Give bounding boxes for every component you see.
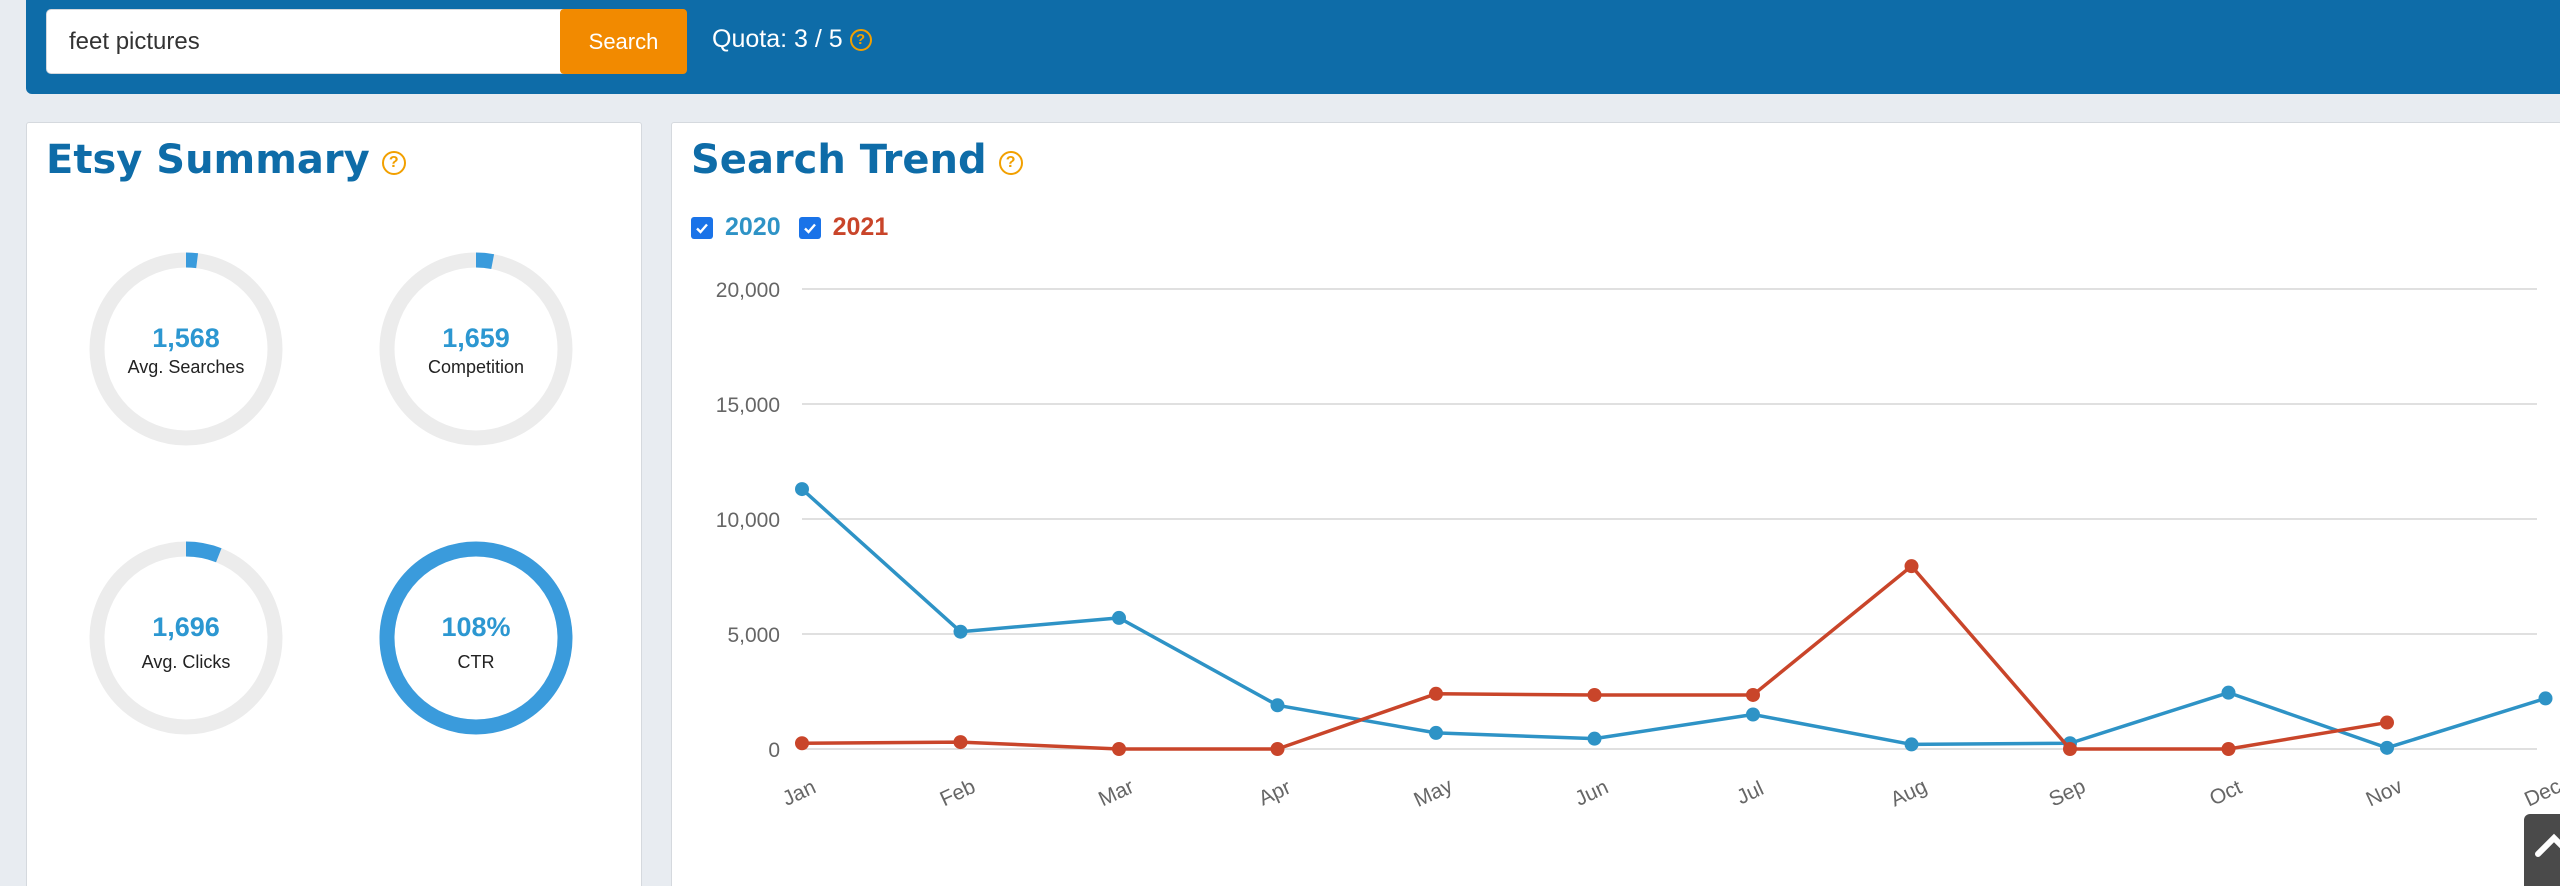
- avg-searches-label: Avg. Searches: [127, 357, 245, 377]
- y-tick-label: 15,000: [716, 394, 780, 417]
- check-icon: [696, 223, 708, 234]
- search-trend-title-text: Search Trend: [691, 137, 987, 183]
- search-trend-chart: 0 5,000 10,000 15,000 20,000 Jan Feb Mar Apr May J…: [716, 279, 2560, 812]
- series-2021-point[interactable]: [1746, 687, 1760, 702]
- scroll-to-top-button[interactable]: [2524, 814, 2560, 886]
- etsy-summary-panel: Etsy Summary ? 1,568 Avg. Searches 1,659…: [26, 122, 642, 886]
- top-search-bar: Search Quota: 3 / 5 ?: [26, 0, 2560, 94]
- series-2021-point[interactable]: [2380, 715, 2394, 730]
- x-tick-label: Oct: [2206, 776, 2245, 811]
- search-trend-panel: 0 5,000 10,000 15,000 20,000 Jan Feb Mar Apr May J…: [671, 122, 2560, 886]
- search-trend-help-icon[interactable]: ?: [998, 151, 1023, 175]
- series-2021-point[interactable]: [795, 736, 809, 751]
- arrow-up-icon: [2535, 833, 2560, 857]
- series-2021-point[interactable]: [1270, 742, 1285, 756]
- x-tick-label: Aug: [1887, 775, 1931, 812]
- quota-indicator: Quota: 3 / 5 ?: [712, 25, 872, 54]
- ctr-label: CTR: [457, 652, 495, 672]
- avg-searches-ring: [89, 252, 283, 446]
- series-2021-point[interactable]: [1112, 742, 1126, 756]
- gauge-fill: [379, 541, 573, 735]
- chart-legend: 2020 2021: [691, 213, 896, 242]
- search-trend-title: Search Trend ?: [691, 137, 1023, 183]
- avg-clicks-label: Avg. Clicks: [141, 652, 231, 672]
- etsy-summary-title-text: Etsy Summary: [46, 137, 370, 183]
- etsy-summary-help-icon[interactable]: ?: [381, 151, 406, 175]
- competition-value: 1,659: [442, 323, 510, 353]
- x-tick-label: Mar: [1095, 775, 1138, 811]
- series-2020-line: [800, 487, 2547, 750]
- series-2020-point[interactable]: [1270, 698, 1285, 713]
- series-2020-point[interactable]: [795, 482, 809, 497]
- avg-clicks-value: 1,696: [152, 612, 220, 642]
- legend-item-2020[interactable]: 2020: [691, 213, 781, 242]
- series-2020-point[interactable]: [1112, 610, 1126, 625]
- x-tick-label: Apr: [1255, 776, 1294, 811]
- y-tick-label: 10,000: [716, 509, 780, 532]
- avg-clicks-ring: [89, 541, 283, 735]
- x-tick-label: Jul: [1733, 777, 1767, 809]
- series-2020-point[interactable]: [2221, 685, 2236, 700]
- gauge-fill: [379, 252, 573, 446]
- quota-help-icon[interactable]: ?: [849, 28, 872, 51]
- series-2020-point[interactable]: [1429, 725, 1443, 740]
- series-2020-point[interactable]: [953, 624, 968, 639]
- x-tick-label: May: [1410, 774, 1456, 812]
- legend-2020-checkbox[interactable]: [691, 216, 713, 239]
- x-tick-label: Nov: [2362, 775, 2406, 812]
- ctr-value: 108%: [441, 612, 511, 642]
- avg-searches-value: 1,568: [152, 323, 220, 353]
- ctr-gauge: 108% CTR: [376, 538, 576, 738]
- series-2020-point[interactable]: [1587, 731, 1602, 746]
- legend-2021-checkbox[interactable]: [798, 216, 821, 239]
- avg-searches-gauge: 1,568 Avg. Searches: [86, 249, 286, 449]
- series-2021-point[interactable]: [1904, 559, 1919, 574]
- series-2020-point[interactable]: [1904, 737, 1919, 752]
- gauge-fill: [89, 252, 283, 446]
- ctr-ring: [379, 541, 573, 735]
- competition-label: Competition: [427, 357, 525, 377]
- x-tick-label: Sep: [2045, 775, 2089, 812]
- series-2020-point[interactable]: [2380, 740, 2394, 755]
- series-2021-point[interactable]: [953, 735, 968, 750]
- series-2021-point[interactable]: [2063, 742, 2077, 756]
- series-2020-point[interactable]: [2538, 691, 2553, 706]
- quota-text: Quota: 3 / 5: [712, 25, 843, 53]
- y-tick-label: 0: [768, 739, 780, 762]
- x-tick-label: Jun: [1572, 776, 1612, 811]
- y-tick-label: 20,000: [716, 279, 780, 302]
- keyword-search-input[interactable]: [46, 9, 569, 74]
- check-icon: [803, 223, 816, 234]
- series-2021-point[interactable]: [1429, 686, 1443, 701]
- search-button[interactable]: Search: [560, 9, 687, 74]
- series-2021-line: [801, 564, 2388, 751]
- competition-ring: [379, 252, 573, 446]
- gauge-fill: [89, 541, 283, 735]
- x-tick-label: Jan: [779, 776, 819, 811]
- series-2020-point[interactable]: [1746, 707, 1760, 722]
- legend-item-2021[interactable]: 2021: [798, 213, 889, 242]
- etsy-summary-title: Etsy Summary ?: [46, 137, 406, 183]
- x-tick-label: Dec: [2521, 775, 2560, 812]
- legend-2020-label: 2020: [725, 213, 781, 241]
- x-tick-label: Feb: [936, 775, 979, 811]
- y-tick-label: 5,000: [727, 624, 780, 647]
- series-2021-point[interactable]: [2221, 742, 2236, 756]
- avg-clicks-gauge: 1,696 Avg. Clicks: [86, 538, 286, 738]
- legend-2021-label: 2021: [832, 213, 889, 241]
- series-2021-point[interactable]: [1587, 687, 1602, 702]
- competition-gauge: 1,659 Competition: [376, 249, 576, 449]
